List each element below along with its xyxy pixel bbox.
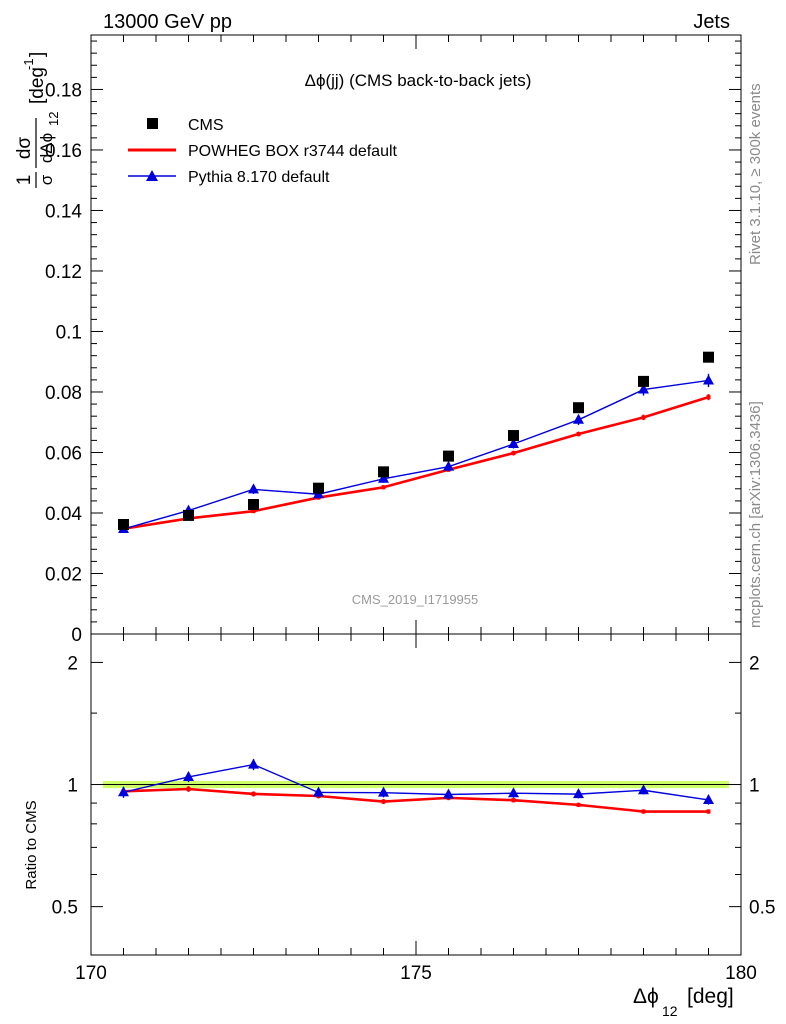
ratio-ylabel: Ratio to CMS	[23, 800, 40, 889]
ratio-ytick-label: 1	[67, 776, 78, 797]
xlabel-unit: [deg]	[687, 985, 734, 1008]
main-panel: 0 0.02 0.04 0.06 0.08 0.1 0.12 0.14 0.16 0.18 Δϕ(…	[14, 34, 742, 646]
powheg-line	[123, 395, 709, 531]
xtick-label: 180	[725, 963, 757, 984]
ratio-ytick-label-right: 0.5	[749, 898, 775, 919]
ratio-pythia-point	[508, 787, 519, 798]
powheg-point	[251, 509, 256, 514]
legend-cms-marker	[147, 118, 158, 129]
cms-point	[248, 499, 259, 511]
main-ytick-label: 0.02	[45, 564, 82, 585]
ratio-ytick-label-right: 1	[749, 776, 760, 797]
ratio-data-layer	[118, 758, 714, 814]
pythia-point	[703, 374, 714, 385]
main-ylabel: 1 σ dσ dΔϕ 12 [deg -1 ]	[14, 52, 61, 188]
xtick-label: 175	[400, 963, 432, 984]
rivet-side-label: Rivet 3.1.10, ≥ 300k events	[747, 83, 764, 265]
ratio-pythia-point	[118, 786, 129, 797]
ylabel-d-den: dΔϕ	[37, 133, 56, 163]
main-title: Δϕ(jj) (CMS back-to-back jets)	[305, 71, 532, 90]
main-ytick-label: 0.18	[45, 80, 82, 101]
ylabel-d-num: dσ	[14, 137, 35, 160]
pythia-point	[248, 483, 259, 494]
ratio-ytick-label: 0.5	[52, 898, 78, 919]
main-axis-ticks: 0 0.02 0.04 0.06 0.08 0.1 0.12 0.14 0.16 0.18	[45, 35, 742, 646]
ratio-powheg-point	[186, 786, 191, 791]
pythia-line	[123, 379, 709, 530]
ratio-pythia-point	[378, 786, 389, 797]
cms-point	[443, 450, 454, 462]
legend: CMS POWHEG BOX r3744 default Pythia 8.17…	[128, 117, 398, 186]
cms-point	[638, 375, 649, 387]
ratio-reference-band	[103, 781, 729, 789]
powheg-point	[706, 395, 711, 400]
xlabel-sub: 12	[662, 1003, 678, 1019]
legend-cms-label: CMS	[188, 117, 224, 134]
ratio-powheg-point	[251, 791, 256, 796]
legend-pythia-label: Pythia 8.170 default	[188, 169, 330, 186]
header-jets-label: Jets	[693, 11, 730, 33]
powheg-point	[511, 451, 516, 456]
ratio-pythia-point	[638, 784, 649, 795]
cms-point	[118, 518, 129, 530]
ratio-panel: 0.5 0.5 1 1 2 2 170 175 180 Ratio to CMS	[23, 633, 775, 984]
ratio-frame	[90, 633, 742, 956]
main-ytick-label: 0.08	[45, 383, 82, 404]
header-energy-label: 13000 GeV pp	[103, 11, 232, 33]
pythia-point	[638, 383, 649, 394]
ratio-pythia-point	[703, 793, 714, 804]
ratio-pythia-line	[123, 763, 709, 801]
legend-pythia-marker	[146, 170, 158, 181]
ylabel-frac-num: 1	[14, 175, 35, 186]
ylabel-unit-sup: -1	[21, 58, 36, 70]
ratio-pythia-point	[248, 758, 259, 769]
main-ytick-label: 0.06	[45, 443, 82, 464]
cms-point	[378, 466, 389, 478]
main-ytick-label: 0.16	[45, 141, 82, 162]
ratio-pythia-point	[573, 788, 584, 799]
ylabel-unit: [deg	[27, 67, 48, 104]
ylabel-frac-den: σ	[37, 174, 56, 185]
ylabel-sub: 12	[46, 112, 61, 126]
ratio-ytick-label-right: 2	[749, 653, 760, 674]
pythia-point	[508, 438, 519, 449]
cms-point	[703, 351, 714, 363]
main-ytick-label: 0.1	[56, 322, 82, 343]
cms-point	[313, 482, 324, 494]
mcplots-side-label: mcplots.cern.ch [arXiv:1306.3436]	[747, 401, 764, 628]
ratio-powheg-point	[381, 799, 386, 804]
ratio-powheg-point	[576, 802, 581, 807]
legend-powheg-label: POWHEG BOX r3744 default	[188, 143, 398, 160]
main-ytick-label: 0.12	[45, 262, 82, 283]
main-ytick-label: 0	[71, 625, 82, 646]
ratio-powheg-point	[511, 798, 516, 803]
cms-point	[508, 430, 519, 442]
ratio-pythia-point	[313, 786, 324, 797]
xlabel: Δϕ 12 [deg]	[633, 985, 734, 1019]
powheg-point	[381, 485, 386, 490]
ratio-axis-ticks: 0.5 0.5 1 1 2 2 170 175 180	[52, 634, 775, 984]
ratio-pythia-point	[443, 788, 454, 799]
ratio-pythia-point	[183, 770, 194, 781]
pythia-point	[573, 413, 584, 424]
cms-point	[573, 402, 584, 414]
pythia-point	[443, 460, 454, 471]
ratio-ytick-label: 2	[67, 653, 78, 674]
ratio-powheg-point	[706, 809, 711, 814]
ratio-powheg-line	[123, 787, 709, 813]
powheg-point	[641, 415, 646, 420]
ratio-powheg-point	[641, 809, 646, 814]
cms-point	[183, 509, 194, 521]
main-data-layer	[118, 351, 714, 534]
main-ytick-label: 0.04	[45, 504, 82, 525]
main-ytick-label: 0.14	[45, 201, 82, 222]
analysis-watermark: CMS_2019_I1719955	[352, 592, 479, 607]
ylabel-unit-end: ]	[27, 52, 48, 57]
xlabel-symbol: Δϕ	[633, 985, 659, 1008]
xtick-label: 170	[75, 963, 107, 984]
powheg-point	[576, 432, 581, 437]
pythia-point	[378, 472, 389, 483]
